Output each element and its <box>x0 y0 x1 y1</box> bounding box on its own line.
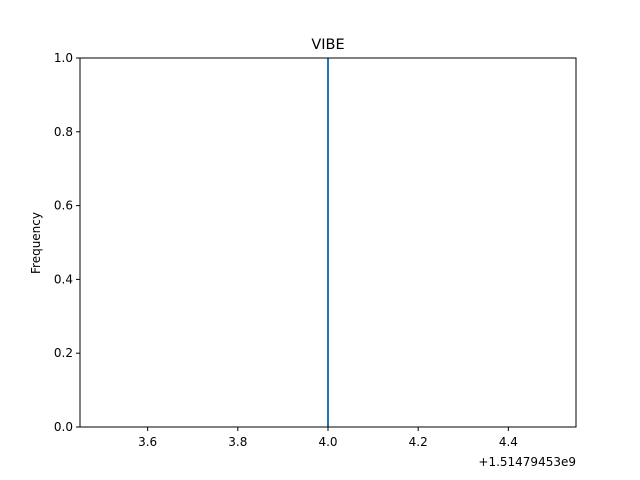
y-axis-label: Frequency <box>29 212 43 274</box>
chart-title: VIBE <box>311 37 344 53</box>
x-tick-label: 3.8 <box>228 435 247 449</box>
y-tick-label: 1.0 <box>54 51 73 65</box>
x-tick-label: 3.6 <box>138 435 157 449</box>
plot-frame <box>79 57 577 428</box>
y-tick-label: 0.8 <box>54 125 73 139</box>
x-tick-label: 4.2 <box>409 435 428 449</box>
x-offset-label: +1.51479453e9 <box>478 455 576 469</box>
y-tick-label: 0.4 <box>54 272 73 286</box>
x-tick-label: 4.4 <box>499 435 518 449</box>
y-axis-ticks: 0.0 0.2 0.4 0.6 0.8 1.0 <box>54 51 80 434</box>
y-tick-label: 0.2 <box>54 346 73 360</box>
x-tick-label: 4.0 <box>318 435 337 449</box>
y-tick-label: 0.6 <box>54 199 73 213</box>
x-axis-ticks: 3.6 3.8 4.0 4.2 4.4 <box>138 427 518 449</box>
y-tick-label: 0.0 <box>54 420 73 434</box>
